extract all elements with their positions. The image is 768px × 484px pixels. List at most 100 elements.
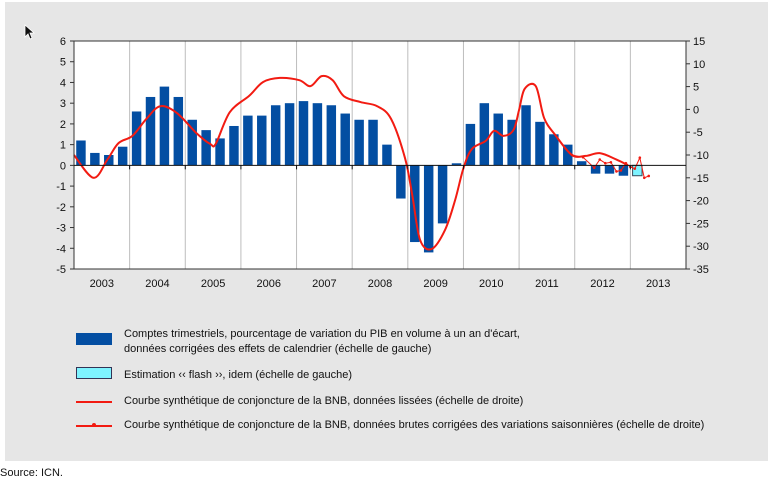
right-tick-label: -25 [693, 218, 709, 230]
gdp-bar [465, 123, 476, 166]
x-tick-label: 2007 [312, 278, 336, 290]
gdp-bar [382, 144, 392, 166]
gdp-bar [493, 113, 503, 166]
gdp-bar [604, 165, 615, 174]
gdp-bar [437, 165, 448, 224]
x-tick-label: 2010 [479, 278, 503, 290]
raw-indicator-point [598, 158, 602, 161]
gdp-bar [618, 165, 629, 176]
x-tick-label: 2004 [145, 278, 169, 290]
gdp-bar [131, 111, 142, 166]
raw-indicator-point [615, 170, 618, 173]
gdp-bar [312, 103, 323, 166]
gdp-bar [90, 152, 100, 166]
gdp-bar [535, 121, 545, 166]
gdp-bar [396, 165, 406, 199]
gdp-bar [368, 119, 378, 166]
gdp-bar [257, 115, 267, 166]
gdp-bar [521, 105, 531, 166]
right-tick-label: 10 [693, 59, 705, 71]
left-tick-label: 2 [60, 119, 66, 131]
left-tick-label: -5 [56, 264, 66, 276]
left-tick-label: 3 [60, 98, 66, 110]
gdp-bar [173, 96, 184, 166]
smoothed-indicator-line [73, 74, 629, 251]
x-tick-label: 2006 [256, 278, 280, 290]
legend-swatch-smoothed-line [76, 401, 112, 403]
legend-swatch-flash-bar [76, 367, 112, 379]
gdp-bar [243, 115, 253, 166]
left-tick-label: 4 [60, 77, 66, 89]
legend-label: données corrigées des effets de calendri… [124, 343, 432, 355]
raw-indicator-point [647, 174, 651, 178]
raw-indicator-point [638, 156, 642, 160]
gdp-bar [270, 105, 281, 166]
left-tick-label: 0 [60, 160, 66, 172]
x-tick-label: 2009 [423, 278, 447, 290]
x-tick-label: 2012 [590, 278, 614, 290]
raw-indicator-point [619, 169, 623, 172]
legend-label: Courbe synthétique de conjoncture de la … [124, 419, 705, 431]
legend-swatch-gdp-bar [76, 333, 112, 345]
left-tick-label: -2 [56, 202, 66, 214]
x-tick-label: 2011 [535, 278, 559, 290]
gdp-bar [563, 144, 573, 166]
left-tick-label: 6 [60, 36, 66, 48]
right-tick-label: -5 [693, 127, 703, 139]
raw-indicator-point [609, 160, 613, 164]
raw-indicator-point [624, 161, 628, 165]
legend-label: Estimation ‹‹ flash ››, idem (échelle de… [124, 369, 353, 381]
gdp-bar [479, 103, 490, 166]
x-tick-label: 2008 [368, 278, 392, 290]
raw-indicator-line [571, 154, 649, 179]
left-tick-label: -3 [56, 223, 66, 235]
right-tick-label: 15 [693, 36, 705, 48]
right-tick-label: -10 [693, 150, 709, 162]
gdp-bar [340, 113, 350, 166]
gdp-bar [451, 163, 462, 166]
right-tick-label: -15 [693, 173, 709, 185]
raw-indicator-point [592, 166, 596, 170]
left-tick-label: 1 [60, 140, 66, 152]
x-tick-label: 2013 [646, 278, 670, 290]
gdp-bar [76, 140, 86, 166]
flash-estimate-bar [632, 164, 643, 177]
raw-indicator-point [642, 176, 646, 180]
right-tick-label: 5 [693, 82, 699, 94]
gdp-bar [326, 105, 337, 166]
raw-indicator-point [633, 167, 637, 170]
right-tick-label: -35 [693, 264, 709, 276]
right-tick-label: -20 [693, 196, 709, 208]
legend-marker-dot [92, 423, 96, 427]
raw-indicator-point [604, 161, 607, 165]
right-tick-label: 0 [693, 104, 699, 116]
gdp-bar [423, 165, 434, 253]
legend-label: Comptes trimestriels, pourcentage de var… [124, 328, 520, 340]
source-note: Source: ICN. [0, 467, 63, 479]
left-tick-label: -1 [56, 181, 66, 193]
gdp-bar [410, 165, 420, 243]
gdp-bar [549, 134, 559, 166]
legend-label: Courbe synthétique de conjoncture de la … [124, 395, 524, 407]
right-tick-label: -30 [693, 241, 709, 253]
gdp-bar [284, 103, 295, 166]
raw-indicator-point [570, 153, 574, 157]
gdp-bar [298, 101, 309, 166]
gdp-bar [104, 155, 114, 166]
gdp-bar [215, 138, 225, 166]
gdp-bar [576, 161, 587, 166]
gdp-bar [187, 119, 197, 166]
gdp-bar [201, 130, 211, 166]
gdp-bar [507, 119, 517, 166]
x-tick-label: 2003 [90, 278, 114, 290]
left-tick-label: -4 [56, 243, 66, 255]
gdp-bar [145, 96, 156, 166]
gdp-bar [159, 86, 170, 166]
raw-indicator-point [581, 155, 585, 159]
mouse-pointer-icon [24, 24, 36, 40]
left-tick-label: 5 [60, 57, 66, 69]
legend-swatch-raw-line [76, 423, 112, 427]
gdp-bar [229, 125, 239, 166]
gdp-bar [354, 119, 364, 166]
